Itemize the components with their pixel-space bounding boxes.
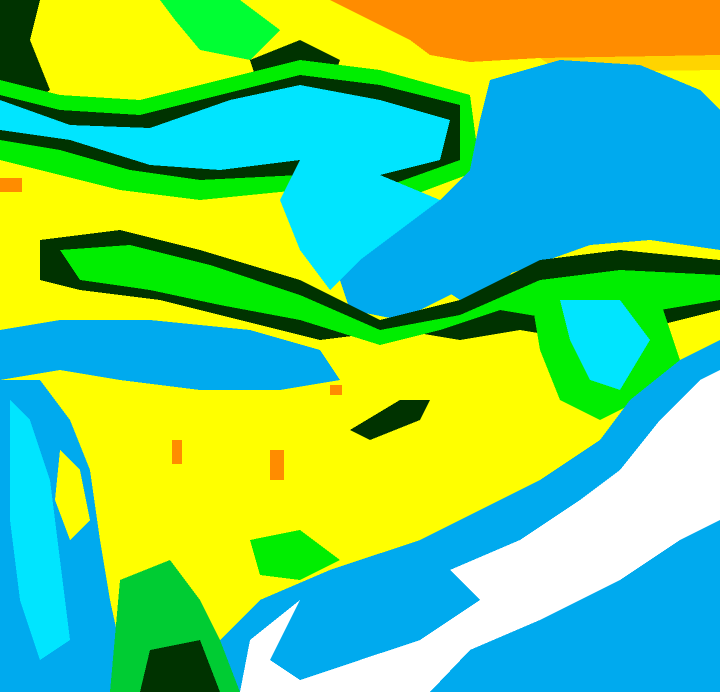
green-patch: [160, 0, 280, 60]
orange-spot: [330, 385, 342, 395]
blue-lobe: [270, 570, 480, 680]
orange-spot: [172, 440, 182, 464]
orange-spot: [0, 178, 22, 192]
orange-spot: [270, 450, 284, 480]
cyan-middle: [280, 160, 440, 290]
blue-ring: [210, 340, 720, 692]
dark-streak: [350, 400, 430, 440]
cyan-right: [560, 300, 650, 390]
green-edge: [250, 530, 340, 580]
blue-strip: [0, 320, 340, 390]
dark-green-bottom: [140, 640, 220, 692]
orange-region: [330, 0, 720, 62]
yellow-left-patch: [55, 450, 90, 540]
white-patch: [660, 420, 720, 510]
blue-lower-right: [430, 520, 720, 692]
green-bottom: [110, 560, 240, 692]
cyan-band: [0, 85, 450, 175]
cyan-left: [10, 400, 70, 660]
green-fringe: [60, 245, 720, 345]
dark-green-corner: [0, 0, 50, 110]
